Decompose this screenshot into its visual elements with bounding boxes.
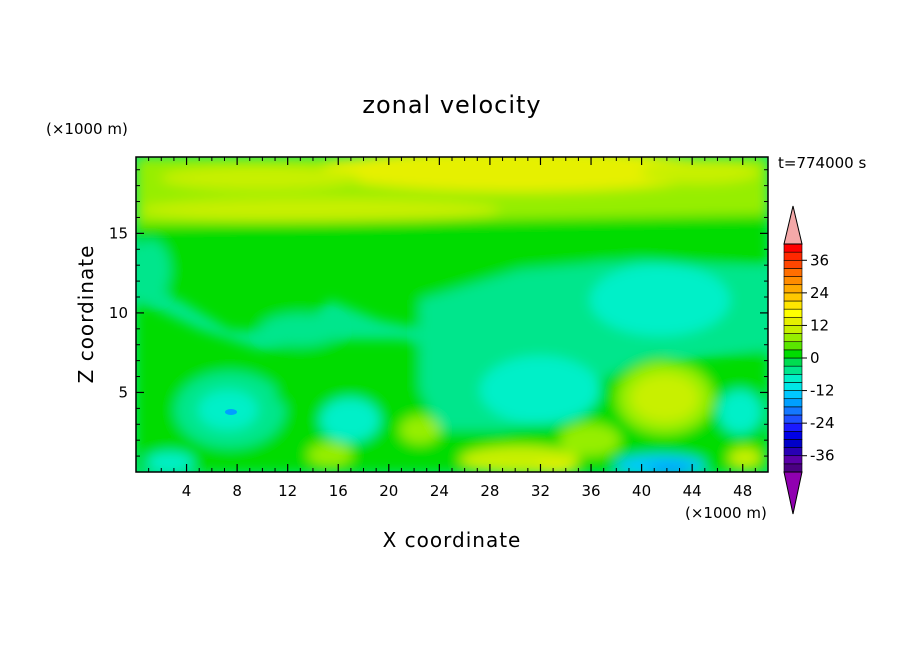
- x-tick-label-32: 32: [531, 482, 550, 500]
- colorbar: 36 24 12 0 -12 -24 -36: [783, 205, 835, 515]
- colorbar-over-arrow: [783, 205, 803, 245]
- x-tick-label-16: 16: [329, 482, 348, 500]
- colorbar-under-arrow: [783, 471, 803, 515]
- colorbar-bin: [783, 284, 803, 294]
- colorbar-label--36: -36: [810, 447, 835, 465]
- colorbar-bin: [783, 259, 803, 269]
- x-tick-label-48: 48: [733, 482, 752, 500]
- colorbar-label-0: 0: [810, 349, 820, 367]
- colorbar-bin: [783, 251, 803, 261]
- y-tick-label-10: 10: [109, 304, 128, 322]
- x-tick-label-24: 24: [430, 482, 449, 500]
- chart-title: zonal velocity: [362, 91, 541, 119]
- y-axis-label: Z coordinate: [74, 245, 98, 384]
- colorbar-bin: [783, 406, 803, 416]
- colorbar-bin: [783, 422, 803, 432]
- colorbar-bin: [783, 308, 803, 318]
- colorbar-bin: [783, 300, 803, 310]
- x-tick-label-12: 12: [278, 482, 297, 500]
- contour-field: [136, 157, 768, 472]
- x-tick-label-4: 4: [182, 482, 192, 500]
- y-tick-label-5: 5: [118, 383, 128, 401]
- colorbar-label--12: -12: [810, 382, 835, 400]
- x-tick-label-28: 28: [480, 482, 499, 500]
- x-tick-label-8: 8: [232, 482, 242, 500]
- colorbar-bin: [783, 365, 803, 375]
- y-tick-label-15: 15: [109, 224, 128, 242]
- colorbar-bin: [783, 439, 803, 448]
- x-axis-label: X coordinate: [383, 528, 522, 552]
- colorbar-bin: [783, 316, 803, 326]
- colorbar-label-12: 12: [810, 316, 829, 334]
- colorbar-bin: [783, 243, 803, 253]
- time-label: t=774000 s: [778, 154, 866, 172]
- colorbar-bin: [783, 447, 803, 457]
- colorbar-bin: [783, 390, 803, 400]
- colorbar-bin: [783, 430, 803, 440]
- colorbar-bin: [783, 349, 803, 359]
- colorbar-bin: [783, 292, 803, 302]
- colorbar-bin: [783, 276, 803, 286]
- x-tick-label-40: 40: [632, 482, 651, 500]
- colorbar-label-36: 36: [810, 251, 829, 269]
- y-axis-unit: (×1000 m): [46, 120, 128, 138]
- colorbar-bin: [783, 333, 803, 343]
- x-axis-unit: (×1000 m): [685, 504, 767, 522]
- colorbar-bin: [783, 382, 803, 391]
- colorbar-bin: [783, 398, 803, 408]
- colorbar-bin: [783, 325, 803, 334]
- y-axis-ticks: 5 10 15: [109, 169, 768, 457]
- x-axis-ticks: 4 8 12 16 20 24 28 32 36 40 44 48: [148, 157, 756, 500]
- colorbar-bin: [783, 357, 803, 367]
- colorbar-bin: [783, 463, 803, 473]
- colorbar-bin: [783, 341, 803, 351]
- colorbar-label--24: -24: [810, 414, 835, 432]
- colorbar-bin: [783, 455, 803, 465]
- x-tick-label-20: 20: [379, 482, 398, 500]
- x-tick-label-44: 44: [683, 482, 702, 500]
- x-tick-label-36: 36: [581, 482, 600, 500]
- colorbar-bin: [783, 414, 803, 424]
- colorbar-bin: [783, 268, 803, 277]
- colorbar-label-24: 24: [810, 284, 829, 302]
- colorbar-bin: [783, 373, 803, 383]
